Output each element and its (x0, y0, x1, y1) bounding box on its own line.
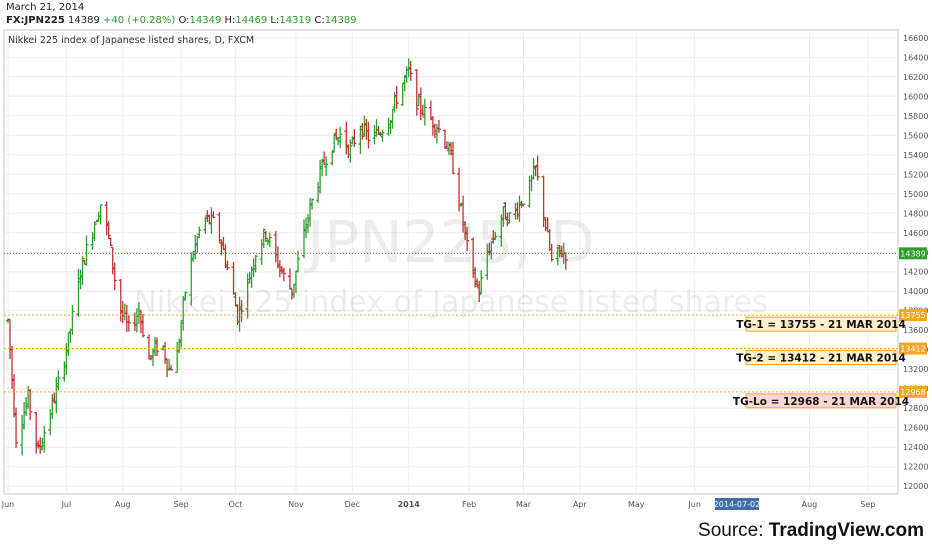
low-value: 14319 (279, 15, 312, 26)
x-tick-label: Aug (115, 500, 131, 509)
target-level-badge (899, 342, 927, 355)
x-cursor-label: 2014-07-02 (714, 500, 761, 509)
x-tick-label: Sep (860, 500, 875, 509)
target-level-axis-label: 13412 (900, 345, 925, 354)
x-tick-label: Feb (462, 500, 476, 509)
price-change: +40 (+0.28%) (103, 15, 176, 26)
target-level-axis-label: 13755 (900, 311, 925, 320)
x-tick-label: Oct (229, 500, 243, 509)
x-tick-label: Apr (573, 500, 588, 509)
y-tick-label: 12400 (903, 443, 928, 452)
target-level-badge (899, 309, 927, 322)
y-tick-label: 16200 (903, 73, 928, 82)
y-tick-label: 12000 (903, 482, 928, 491)
close-value: 14389 (324, 15, 357, 26)
source-credit: Source: TradingView.com (698, 520, 924, 542)
high-value: 14469 (235, 15, 268, 26)
target-level-box (745, 393, 897, 409)
x-tick-label: May (628, 500, 645, 509)
x-tick-label: Jul (61, 500, 72, 509)
quote-line: FX:JPN225 14389 +40 (+0.28%) O:14349 H:1… (6, 15, 357, 26)
x-tick-label: Sep (174, 500, 189, 509)
x-tick-label: Dec (345, 500, 360, 509)
source-name: TradingView.com (768, 520, 924, 541)
close-label: C: (314, 15, 325, 26)
x-tick-label: Nov (288, 500, 304, 509)
target-level-box (745, 316, 897, 332)
y-tick-label: 14600 (903, 229, 928, 238)
y-tick-label: 13600 (903, 326, 928, 335)
y-tick-label: 12600 (903, 424, 928, 433)
y-tick-label: 15200 (903, 170, 928, 179)
target-level-text: TG-Lo = 12968 - 21 MAR 2014 (733, 396, 909, 408)
symbol-label[interactable]: FX:JPN225 (6, 15, 65, 26)
open-label: O: (178, 15, 190, 26)
high-label: H: (224, 15, 236, 26)
y-tick-label: 16000 (903, 92, 928, 101)
watermark-symbol: JPN225, D (304, 208, 595, 276)
y-tick-label: 14800 (903, 209, 928, 218)
y-tick-label: 15000 (903, 190, 928, 199)
y-tick-label: 15400 (903, 151, 928, 160)
y-tick-label: 16600 (903, 34, 928, 43)
y-tick-label: 12800 (903, 404, 928, 413)
last-price-badge (899, 247, 927, 260)
x-tick-label: Jun (687, 500, 701, 509)
x-cursor-badge (714, 498, 759, 510)
y-tick-label: 15600 (903, 131, 928, 140)
last-price: 14389 (68, 15, 100, 26)
target-level-axis-label: 12968 (900, 388, 925, 397)
y-tick-label: 15800 (903, 112, 928, 121)
target-level-text: TG-2 = 13412 - 21 MAR 2014 (736, 353, 906, 365)
x-tick-label: 2014 (398, 500, 421, 509)
chart-date: March 21, 2014 (6, 2, 85, 13)
x-tick-label: Mar (516, 500, 532, 509)
low-label: L: (270, 15, 280, 26)
y-tick-label: 16400 (903, 53, 928, 62)
target-level-text: TG-1 = 13755 - 21 MAR 2014 (736, 319, 906, 331)
x-tick-label: Aug (802, 500, 818, 509)
y-tick-label: 14200 (903, 268, 928, 277)
target-level-box (745, 350, 897, 366)
x-tick-label: Jun (1, 500, 15, 509)
source-prefix: Source: (698, 520, 769, 541)
open-value: 14349 (189, 15, 222, 26)
target-level-badge (899, 385, 927, 398)
last-price-label: 14389 (900, 249, 925, 258)
chart-title: Nikkei 225 index of Japanese listed shar… (8, 35, 254, 46)
y-tick-label: 14000 (903, 287, 928, 296)
plot-area (3, 29, 899, 495)
y-tick-label: 12200 (903, 463, 928, 472)
y-tick-label: 13200 (903, 365, 928, 374)
